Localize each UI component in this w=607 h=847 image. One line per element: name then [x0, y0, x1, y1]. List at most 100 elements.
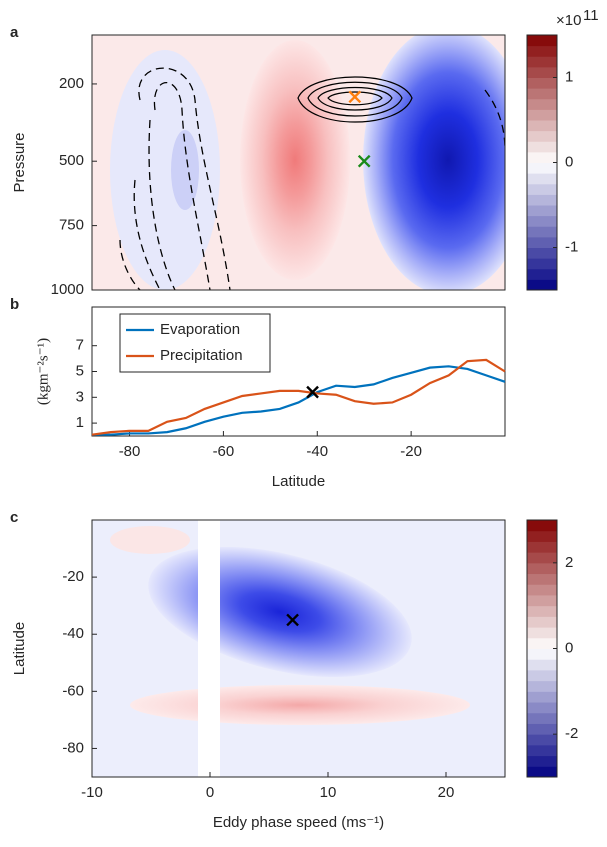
colorbar-exponent: 11 [583, 7, 599, 24]
colorbar-band [527, 66, 557, 78]
marker-cross [348, 90, 362, 104]
x-tick-label: 0 [206, 784, 214, 801]
y-tick-label: -60 [62, 682, 84, 699]
colorbar-tick-label: 1 [565, 68, 573, 85]
colorbar-band [527, 88, 557, 100]
panel-label: c [10, 509, 18, 526]
colorbar-tick-label: 0 [565, 639, 573, 656]
colorbar-band [527, 141, 557, 153]
x-tick-label: 20 [438, 784, 455, 801]
colorbar-band [527, 616, 557, 628]
series-line [92, 365, 506, 436]
colorbar-band [527, 45, 557, 57]
colorbar-band [527, 520, 557, 532]
y-tick-label: 200 [59, 75, 84, 92]
series-line [91, 358, 506, 436]
y-axis-label: (kgm⁻²s⁻¹) [35, 338, 51, 405]
colorbar-band [527, 562, 557, 575]
legend-label: Evaporation [160, 321, 240, 338]
colorbar-band [527, 541, 557, 553]
colorbar-band [527, 226, 557, 238]
y-axis-label: Latitude [11, 622, 28, 675]
marker-cross [286, 613, 299, 627]
colorbar-tick-label: 0 [565, 153, 573, 170]
y-tick-label: 3 [76, 388, 84, 405]
solid-contours [297, 76, 413, 123]
colorbar-band [527, 723, 557, 735]
colorbar-band [527, 130, 557, 142]
x-tick-label: -80 [119, 443, 141, 460]
colorbar-multiplier: ×10 [556, 12, 581, 29]
panel-label: a [10, 24, 19, 41]
colorbar-band [527, 56, 557, 68]
colorbar-band [527, 530, 557, 542]
axes-frame [91, 34, 506, 291]
colorbar-band [527, 605, 557, 617]
y-tick-label: -40 [62, 625, 84, 642]
colorbar-band [527, 205, 557, 217]
x-tick-label: -10 [81, 784, 103, 801]
colorbar-band [527, 247, 557, 259]
colorbar-band [527, 120, 557, 132]
legend-box [119, 313, 271, 373]
colorbar-band [527, 215, 557, 227]
colorbar-band [527, 755, 557, 767]
colorbar-tick-label: -1 [565, 238, 578, 255]
marker-cross [306, 385, 319, 399]
axes-frame [91, 519, 506, 778]
colorbar-band [527, 627, 557, 639]
colorbar-band [527, 236, 557, 248]
colorbar-band [527, 702, 557, 714]
colorbar-band [527, 194, 557, 206]
x-axis-label: Eddy phase speed (ms⁻¹) [213, 814, 384, 831]
colorbar-band [527, 712, 557, 724]
legend-label: Precipitation [160, 347, 243, 364]
colorbar-band [527, 258, 557, 270]
x-tick-label: 10 [320, 784, 337, 801]
colorbar-band [527, 659, 557, 671]
marker-cross [357, 154, 371, 168]
y-tick-label: 1 [76, 414, 84, 431]
colorbar-band [527, 173, 557, 185]
colorbar-band [527, 594, 557, 607]
colorbar-band [527, 98, 557, 110]
y-tick-label: 1000 [51, 281, 84, 298]
colorbar-band [527, 77, 557, 89]
colorbar-band [527, 734, 557, 746]
colorbar-band [527, 183, 557, 195]
panel-label: b [10, 296, 19, 313]
y-tick-label: 500 [59, 152, 84, 169]
x-tick-label: -20 [400, 443, 422, 460]
colorbar-tick-label: 2 [565, 554, 573, 571]
colorbar-band [527, 648, 557, 660]
colorbar-tick-label: -2 [565, 725, 578, 742]
colorbar-band [527, 584, 557, 596]
y-tick-label: 7 [76, 337, 84, 354]
colorbar-band [527, 279, 557, 291]
colorbar-band [527, 744, 557, 757]
colorbar-band [527, 151, 557, 163]
y-tick-label: -80 [62, 739, 84, 756]
colorbar-band [527, 552, 557, 564]
colorbar-band [527, 162, 557, 174]
y-tick-label: 750 [59, 217, 84, 234]
colorbar-band [527, 35, 557, 47]
colorbar-band [527, 268, 557, 280]
colorbar-band [527, 637, 557, 649]
y-tick-label: -20 [62, 568, 84, 585]
colorbar-band [527, 573, 557, 585]
colorbar-band [527, 691, 557, 703]
colorbar-band [527, 680, 557, 692]
x-tick-label: -40 [306, 443, 328, 460]
colorbar-band [527, 109, 557, 121]
x-tick-label: -60 [213, 443, 235, 460]
dashed-contours [119, 67, 505, 290]
y-axis-label: Pressure [11, 132, 28, 192]
contour-field-c [92, 520, 505, 777]
colorbar-band [527, 766, 557, 778]
x-axis-label: Latitude [272, 473, 325, 490]
colorbar-band [527, 669, 557, 682]
contour-field-a [92, 35, 505, 290]
y-tick-label: 5 [76, 362, 84, 379]
